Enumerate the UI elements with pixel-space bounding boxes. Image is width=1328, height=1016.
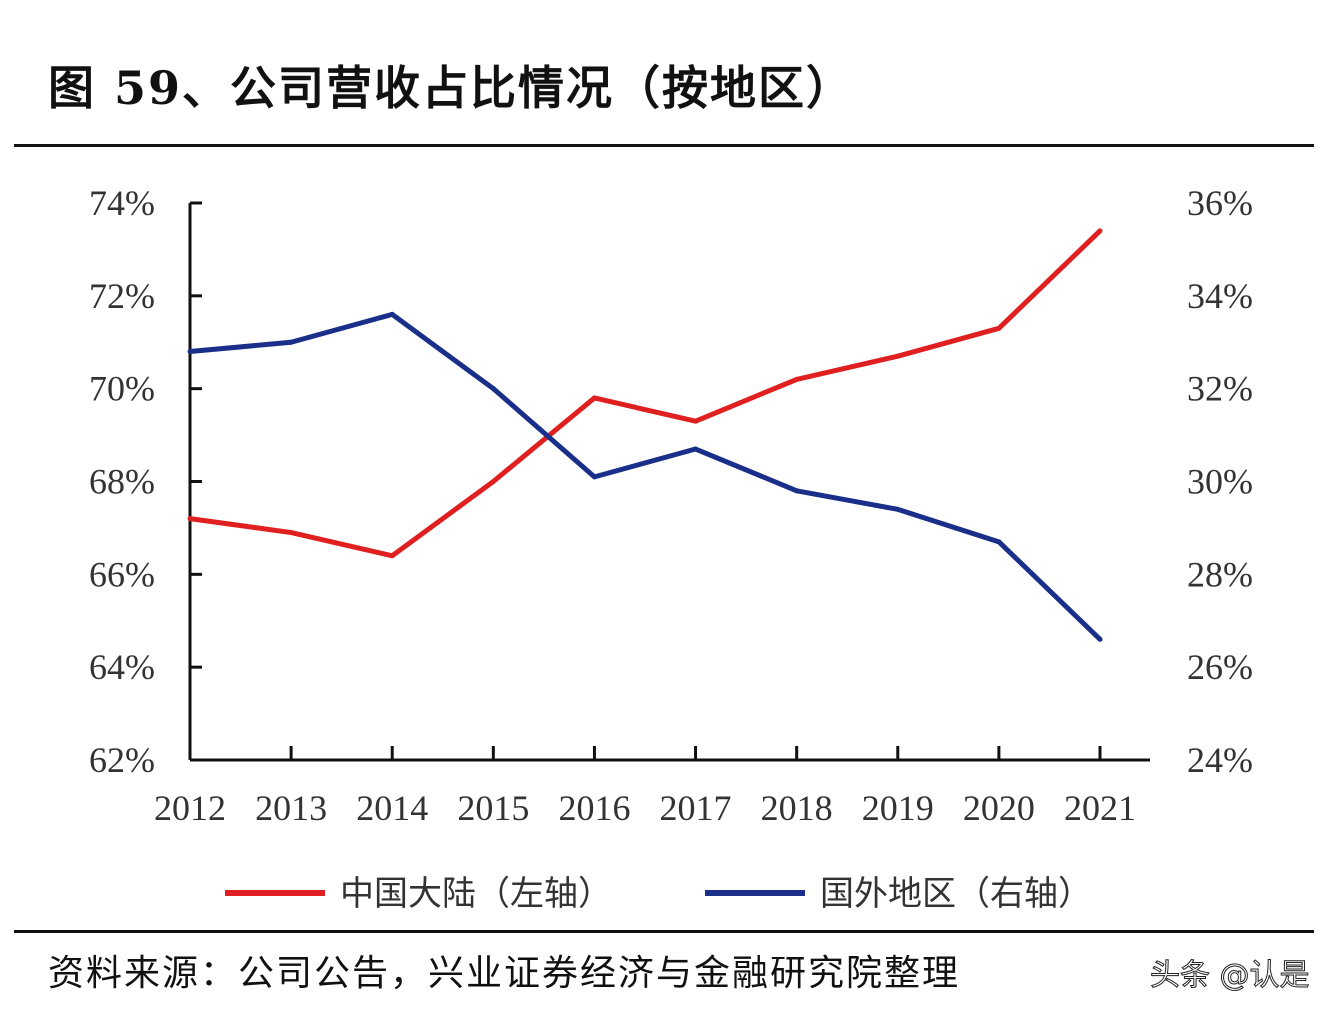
x-tick-label: 2020 [963,788,1035,828]
y-left-tick-label: 70% [89,369,155,409]
y-left-tick-label: 64% [89,647,155,687]
x-tick-label: 2018 [761,788,833,828]
watermark: 头条 @认是 [1150,958,1311,994]
data-point [187,349,193,355]
x-tick-label: 2021 [1064,788,1136,828]
y-left-tick-label: 62% [89,740,155,780]
x-tick-label: 2014 [356,788,428,828]
x-tick-label: 2015 [457,788,529,828]
series-line-overseas [189,311,1102,642]
y-right-tick-label: 24% [1187,740,1253,780]
data-point [794,376,800,382]
x-tick-label: 2012 [154,788,226,828]
x-tick-label: 2019 [862,788,934,828]
x-tick-label: 2013 [255,788,327,828]
data-point [591,474,597,480]
data-point [389,553,395,559]
data-point [693,446,699,452]
y-right-tick-label: 32% [1187,369,1253,409]
x-tick-label: 2016 [558,788,630,828]
data-point [794,488,800,494]
legend-label: 中国大陆（左轴） [340,874,612,914]
y-right-tick-label: 26% [1187,647,1253,687]
y-right-tick-label: 36% [1187,183,1253,223]
source-note: 资料来源：公司公告，兴业证券经济与金融研究院整理 [48,953,961,994]
data-point [288,339,294,345]
data-point [1097,636,1103,642]
data-point [490,386,496,392]
data-point [996,539,1002,545]
data-point [895,353,901,359]
data-point [1097,228,1103,234]
data-point [996,325,1002,331]
data-point [187,516,193,522]
data-point [895,506,901,512]
data-point [288,530,294,536]
y-right-tick-label: 30% [1187,462,1253,502]
data-point [693,418,699,424]
data-point [591,395,597,401]
y-left-tick-label: 72% [89,276,155,316]
y-right-tick-label: 28% [1187,554,1253,594]
data-point [389,311,395,317]
y-left-tick-label: 66% [89,554,155,594]
bottom-divider [14,930,1314,933]
y-left-tick-label: 74% [89,183,155,223]
y-left-tick-label: 68% [89,462,155,502]
legend-label: 国外地区（右轴） [820,874,1092,914]
series-line-china-mainland [189,229,1102,559]
top-divider [14,144,1314,147]
y-right-tick-label: 34% [1187,276,1253,316]
x-tick-label: 2017 [660,788,732,828]
chart-title: 图 59、公司营收占比情况（按地区） [48,61,855,115]
data-point [490,479,496,484]
